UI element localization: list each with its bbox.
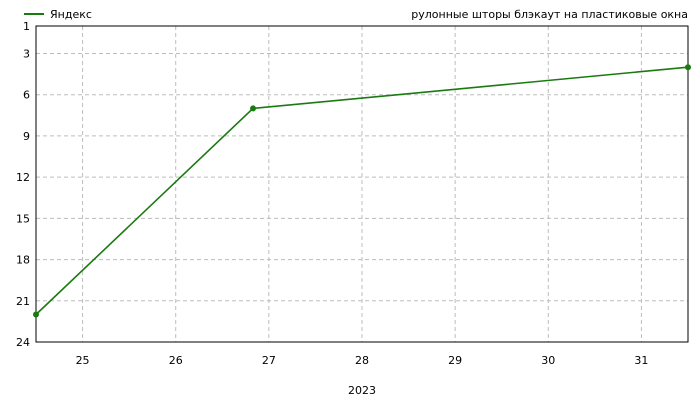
legend: Яндекс [24,8,92,21]
x-tick-label: 30 [541,354,555,367]
plot-frame [35,25,689,343]
x-tick-label: 27 [262,354,276,367]
data-point [250,105,257,112]
chart-title: рулонные шторы блэкаут на пластиковые ок… [411,8,688,21]
y-tick-label: 18 [16,254,30,267]
x-axis-label: 2023 [348,384,376,397]
x-tick-label: 31 [634,354,648,367]
y-tick-label: 1 [23,20,30,33]
y-tick-label: 15 [16,212,30,225]
y-tick-label: 9 [23,130,30,143]
series-layer [33,64,691,318]
x-tick-label: 25 [76,354,90,367]
axis-ticks: 25 26 27 28 29 30 31 1 3 6 9 12 15 18 21 24 [16,20,648,367]
x-tick-label: 29 [448,354,462,367]
x-tick-label: 28 [355,354,369,367]
legend-label: Яндекс [50,8,92,21]
y-tick-label: 21 [16,295,30,308]
y-tick-label: 3 [23,47,30,60]
y-tick-label: 12 [16,171,30,184]
data-point [33,311,39,318]
grid [36,26,688,342]
x-tick-label: 26 [169,354,183,367]
y-tick-label: 6 [23,89,30,102]
y-tick-label: 24 [16,336,30,349]
data-point [685,64,691,71]
